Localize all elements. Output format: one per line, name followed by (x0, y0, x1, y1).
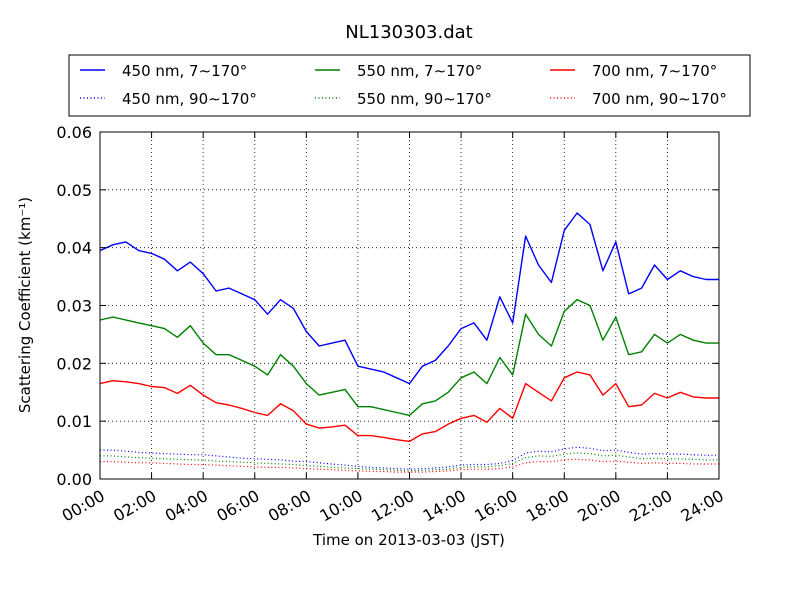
x-tick-label: 08:00 (265, 486, 314, 526)
grid (100, 132, 719, 479)
x-tick-label: 20:00 (574, 486, 623, 526)
series-layer (99, 212, 719, 473)
series-line-6 (100, 458, 719, 473)
legend-label-2: 450 nm, 90∼170° (122, 90, 257, 108)
y-tick-label: 0.06 (56, 123, 92, 142)
x-tick-label: 00:00 (59, 486, 108, 526)
y-tick-label: 0.00 (56, 470, 92, 489)
x-tick-label: 18:00 (523, 486, 572, 526)
legend-label-5: 700 nm, 7∼170° (592, 62, 717, 80)
y-tick-label: 0.05 (56, 181, 92, 200)
series-line-2 (100, 446, 719, 470)
legend-label-1: 450 nm, 7∼170° (122, 62, 247, 80)
series-line-3 (99, 299, 719, 417)
series-line-5 (99, 371, 719, 443)
x-tick-label: 10:00 (316, 486, 365, 526)
ticks: 00:00 02:00 04:00 06:00 08:00 10:00 12:00 14:00… (56, 123, 727, 526)
legend-label-3: 550 nm, 7∼170° (357, 62, 482, 80)
y-tick-label: 0.02 (56, 354, 92, 373)
legend-label-6: 700 nm, 90∼170° (592, 90, 727, 108)
x-tick-label: 06:00 (213, 486, 262, 526)
x-tick-label: 02:00 (110, 486, 159, 526)
y-tick-label: 0.04 (56, 239, 92, 258)
legend-label-4: 550 nm, 90∼170° (357, 90, 492, 108)
y-tick-label: 0.01 (56, 412, 92, 431)
x-tick-label: 14:00 (420, 486, 469, 526)
legend: 450 nm, 7∼170° 550 nm, 7∼170° 700 nm, 7∼17… (68, 54, 751, 117)
series-line-4 (100, 452, 719, 472)
x-tick-label: 24:00 (678, 486, 727, 526)
y-tick-label: 0.03 (56, 297, 92, 316)
y-axis-title: Scattering Coefficient (km⁻¹) (16, 197, 34, 413)
x-tick-label: 04:00 (162, 486, 211, 526)
x-tick-label: 12:00 (368, 486, 417, 526)
x-axis-title: Time on 2013-03-03 (JST) (312, 531, 505, 549)
chart-title: NL130303.dat (345, 22, 472, 43)
x-tick-label: 16:00 (471, 486, 520, 526)
legend-frame (68, 54, 751, 117)
x-tick-label: 22:00 (626, 486, 675, 526)
series-line-1 (99, 212, 719, 385)
